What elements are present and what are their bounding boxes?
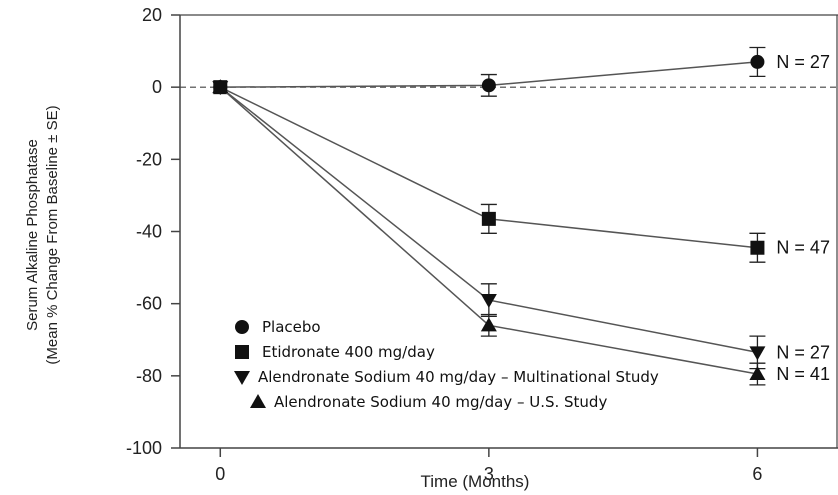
series-0: N = 27 [213, 46, 830, 97]
x-tick-label: 3 [484, 464, 494, 484]
x-tick-label: 6 [752, 464, 762, 484]
x-axis-title: Time (Months) [421, 472, 530, 491]
data-point-circle [481, 78, 496, 93]
legend-item: Alendronate Sodium 40 mg/day – U.S. Stud… [250, 393, 607, 411]
data-point-circle [750, 54, 765, 69]
y-ticks: 20 0 -20 -40 -60 -80 -100 [126, 5, 180, 458]
n-label: N = 27 [776, 52, 830, 72]
data-point-triangle-up [250, 394, 266, 408]
series-layer: N = 27N = 47N = 27N = 41 [212, 46, 830, 386]
data-point-square [750, 240, 765, 255]
y-tick-label: -60 [136, 294, 162, 314]
n-label: N = 27 [776, 342, 830, 362]
data-point-circle [235, 320, 249, 334]
data-point-square [481, 211, 496, 226]
data-point-triangle-down [480, 294, 497, 309]
y-axis-title-line1: Serum Alkaline Phosphatase [24, 139, 41, 331]
legend-item: Etidronate 400 mg/day [235, 343, 435, 361]
data-point-triangle-up [480, 317, 497, 332]
legend: Placebo Etidronate 400 mg/day Alendronate … [234, 318, 659, 411]
n-label: N = 47 [776, 238, 830, 258]
y-tick-label: 20 [142, 5, 162, 25]
series-3: N = 41 [212, 79, 830, 386]
data-point-square [235, 345, 249, 359]
x-ticks: 0 3 6 [215, 448, 762, 484]
y-tick-label: -40 [136, 222, 162, 242]
series-1: N = 47 [213, 80, 830, 263]
data-point-triangle-up [212, 79, 229, 94]
data-point-triangle-down [234, 371, 250, 385]
y-tick-label: -20 [136, 149, 162, 169]
y-tick-label: -80 [136, 366, 162, 386]
y-axis-title-line2: (Mean % Change From Baseline ± SE) [44, 105, 61, 364]
n-label: N = 41 [776, 364, 830, 384]
data-point-triangle-up [749, 366, 766, 381]
x-tick-label: 0 [215, 464, 225, 484]
legend-label: Placebo [262, 318, 321, 336]
y-tick-label: -100 [126, 438, 162, 458]
legend-item: Alendronate Sodium 40 mg/day – Multinati… [234, 368, 659, 386]
data-point-triangle-down [749, 346, 766, 361]
legend-label: Alendronate Sodium 40 mg/day – U.S. Stud… [274, 393, 607, 411]
legend-label: Etidronate 400 mg/day [262, 343, 435, 361]
y-tick-label: 0 [152, 77, 162, 97]
legend-label: Alendronate Sodium 40 mg/day – Multinati… [258, 368, 659, 386]
legend-item: Placebo [235, 318, 321, 336]
